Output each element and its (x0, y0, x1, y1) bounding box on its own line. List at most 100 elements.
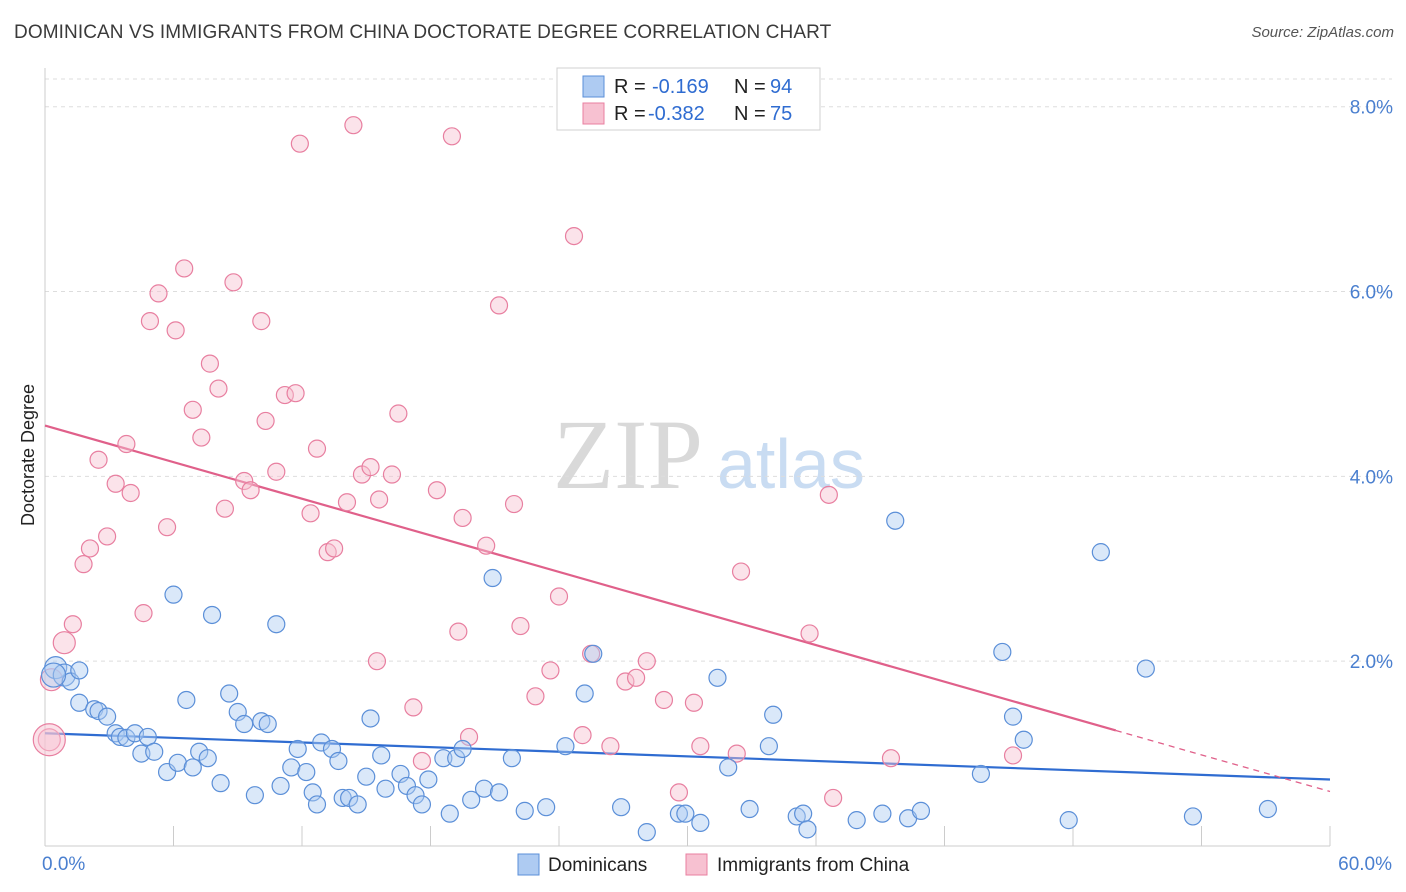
data-point (740, 799, 759, 819)
legend-row-china: R = -0.382 N = 75 (582, 102, 792, 125)
data-point (52, 631, 76, 655)
data-point (462, 790, 481, 809)
y-tick-label: 2.0% (1350, 652, 1393, 673)
data-point (32, 723, 66, 757)
data-point (372, 746, 391, 765)
data-point (149, 284, 168, 303)
data-point (140, 312, 160, 331)
data-point (474, 779, 494, 798)
chart-title: DOMINICAN VS IMMIGRANTS FROM CHINA DOCTO… (14, 22, 832, 43)
data-point (357, 767, 376, 786)
data-point (367, 652, 387, 671)
data-point (80, 539, 100, 558)
data-point (183, 758, 202, 777)
y-tick-label: 6.0% (1350, 283, 1393, 304)
trend-lines (44, 424, 1331, 793)
legend-r-label: R = (614, 103, 646, 125)
data-point (526, 687, 545, 706)
data-point (1258, 799, 1277, 819)
legend-r-value: -0.382 (648, 103, 705, 125)
data-point (376, 779, 395, 798)
data-point (419, 770, 438, 789)
data-point (329, 751, 348, 771)
legend-swatch-pink (582, 102, 605, 125)
data-point (489, 783, 509, 802)
data-point (669, 804, 689, 823)
data-point (389, 404, 408, 423)
chart-source: Source: ZipAtlas.com (1251, 24, 1394, 41)
data-point (764, 705, 783, 724)
data-point (616, 672, 635, 691)
data-point (873, 804, 892, 823)
data-point (301, 504, 320, 523)
data-point (637, 652, 656, 671)
data-point (282, 758, 301, 777)
data-point (348, 795, 367, 814)
data-point (442, 127, 462, 146)
data-point (504, 494, 524, 514)
data-point (258, 714, 277, 734)
data-point (406, 786, 425, 805)
data-point (911, 801, 931, 820)
data-point (971, 764, 991, 784)
data-point (1091, 543, 1110, 562)
data-point (307, 439, 327, 458)
data-point (447, 749, 466, 768)
data-point (361, 709, 380, 728)
trend-line-china-extension (1115, 729, 1331, 793)
data-point (297, 762, 316, 782)
data-point (220, 684, 239, 703)
y-axis-label: Doctorate Degree (18, 384, 38, 526)
data-points (32, 116, 1277, 842)
data-point (612, 798, 631, 817)
data-point (434, 749, 453, 768)
data-point (584, 644, 603, 663)
data-point (157, 518, 177, 537)
data-point (427, 481, 447, 500)
bottom-legend-swatch-blue (517, 853, 540, 876)
data-point (267, 615, 286, 634)
data-point (344, 116, 363, 135)
data-point (669, 783, 689, 802)
data-point (798, 820, 817, 839)
data-point (1183, 807, 1203, 826)
data-point (847, 811, 866, 830)
data-point (993, 642, 1012, 662)
data-point (691, 813, 710, 832)
watermark-zip: ZIP (553, 399, 703, 510)
data-point (145, 742, 164, 761)
data-point (727, 744, 746, 763)
data-point (370, 490, 389, 509)
bottom-legend-label-dominicans: Dominicans (548, 855, 647, 876)
data-point (177, 690, 196, 710)
data-point (549, 587, 569, 606)
data-point (121, 483, 140, 503)
data-point (515, 801, 534, 820)
data-point (819, 485, 838, 504)
legend-n-value: 75 (770, 103, 792, 125)
data-point (168, 753, 187, 772)
y-tick-label: 8.0% (1350, 98, 1393, 119)
data-point (98, 707, 117, 726)
data-point (312, 733, 331, 752)
legend-n-label: N = (734, 76, 766, 98)
data-point (382, 465, 402, 484)
trend-line-china (44, 424, 1117, 732)
data-point (63, 615, 82, 634)
data-point (117, 434, 136, 454)
grid-lines (45, 78, 1392, 662)
data-point (256, 411, 275, 431)
data-point (824, 788, 843, 808)
axes: 2.0% 4.0% 6.0% 8.0% (44, 68, 1393, 847)
data-point (502, 749, 521, 768)
data-point (453, 508, 472, 528)
data-point (708, 668, 727, 687)
data-point (1014, 730, 1033, 749)
data-point (235, 471, 254, 491)
bottom-legend-label-china: Immigrants from China (717, 855, 910, 876)
data-point (541, 661, 560, 680)
bottom-legend: Dominicans Immigrants from China (517, 853, 910, 876)
data-point (209, 379, 228, 398)
data-point (271, 776, 290, 796)
